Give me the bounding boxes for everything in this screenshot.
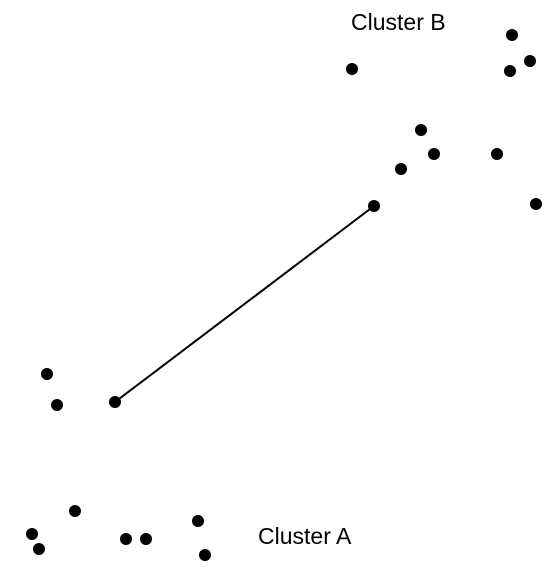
- cluster-a-point: [26, 528, 38, 540]
- cluster-b-point: [524, 55, 536, 67]
- cluster-b-point: [428, 148, 440, 160]
- cluster-b-point: [504, 65, 516, 77]
- cluster-a-label: Cluster A: [258, 523, 352, 549]
- cluster-a-point: [41, 368, 53, 380]
- cluster-b-point: [346, 63, 358, 75]
- cluster-a-point: [33, 543, 45, 555]
- cluster-a-point: [140, 533, 152, 545]
- cluster-b-point: [506, 29, 518, 41]
- cluster-b-points: [346, 29, 542, 212]
- cluster-b-point: [491, 148, 503, 160]
- cluster-b-point: [530, 198, 542, 210]
- linkage-line: [114, 205, 375, 403]
- cluster-b-point: [368, 200, 380, 212]
- cluster-b-point: [395, 163, 407, 175]
- cluster-a-point: [199, 549, 211, 561]
- cluster-a-point: [51, 399, 63, 411]
- cluster-a-point: [109, 396, 121, 408]
- cluster-b-label: Cluster B: [351, 9, 446, 35]
- cluster-a-point: [69, 505, 81, 517]
- cluster-a-points: [26, 368, 211, 561]
- cluster-b-point: [415, 124, 427, 136]
- cluster-a-point: [120, 533, 132, 545]
- cluster-a-point: [192, 515, 204, 527]
